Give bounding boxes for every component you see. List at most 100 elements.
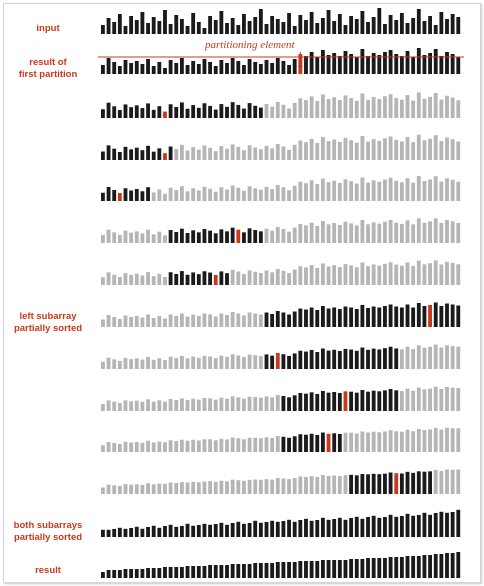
first-partition-bar-62 — [450, 54, 455, 74]
step-10-bar-15 — [185, 482, 190, 494]
both-subarrays-bar-1 — [106, 529, 111, 537]
step-9-bar-42 — [337, 434, 342, 452]
step-7-bar-23 — [230, 354, 235, 369]
step-3-bar-37 — [309, 180, 314, 201]
step-6-bar-20 — [213, 316, 218, 327]
step-4-bar-32 — [281, 229, 286, 243]
step-10-bar-50 — [383, 473, 387, 494]
step-2-bar-50 — [383, 138, 387, 160]
input-bar-61 — [445, 19, 449, 34]
first-partition-bar-17 — [196, 64, 201, 74]
step-4-bar-6 — [134, 231, 139, 243]
step-2-bar-48 — [371, 139, 376, 160]
input-bar-16 — [191, 13, 196, 34]
label-input: input — [36, 23, 60, 34]
step-2-bar-17 — [196, 149, 201, 160]
input-bar-39 — [320, 18, 325, 34]
step-2-bar-8 — [146, 145, 150, 160]
step-8-bar-3 — [117, 403, 122, 411]
step-9-bar-25 — [242, 439, 246, 452]
step-10-bar-60 — [439, 471, 444, 494]
step-9-bar-13 — [174, 441, 179, 452]
input-bar-50 — [383, 24, 387, 34]
step-9-bar-10 — [157, 441, 162, 452]
step-2-bar-18 — [202, 145, 207, 160]
step-9-bar-61 — [445, 427, 449, 452]
result-bar-9 — [151, 568, 156, 578]
step-1-bar-27 — [253, 105, 258, 118]
step-8-bar-15 — [185, 400, 190, 411]
step-6-bar-54 — [405, 304, 410, 327]
step-2-bar-21 — [219, 146, 224, 160]
step-1-bar-11 — [163, 111, 167, 118]
step-7-bar-47 — [366, 349, 370, 369]
first-partition-bar-60 — [439, 56, 444, 74]
step-10-bar-58 — [428, 471, 432, 494]
both-subarrays-bar-24 — [236, 521, 241, 537]
step-5-bar-24 — [236, 271, 241, 285]
input-bar-25 — [242, 14, 246, 34]
step-4-bar-39 — [320, 221, 325, 243]
step-8-bar-10 — [157, 400, 162, 411]
step-5-bar-13 — [174, 274, 179, 285]
step-6-bar-8 — [146, 314, 150, 327]
input-bar-8 — [146, 23, 150, 34]
step-4-bar-56 — [416, 218, 421, 243]
step-2-bar-25 — [242, 150, 246, 160]
step-2-bar-15 — [185, 150, 190, 160]
result-bar-24 — [236, 564, 241, 578]
step-9-bar-58 — [428, 429, 432, 452]
step-6-bar-22 — [225, 315, 229, 327]
step-3-bar-23 — [230, 185, 235, 201]
input-bar-18 — [202, 28, 207, 34]
step-3-bar-9 — [151, 192, 156, 201]
step-5-bar-26 — [247, 270, 252, 285]
step-8-bar-21 — [219, 397, 224, 411]
step-5-bar-12 — [168, 272, 173, 285]
step-2-bar-51 — [388, 136, 393, 160]
both-subarrays-bar-2 — [112, 529, 117, 537]
step-7-bar-29 — [264, 354, 269, 369]
both-subarrays-bar-14 — [179, 526, 184, 537]
step-3-bar-3 — [117, 193, 122, 201]
step-7-bar-44 — [349, 349, 354, 369]
step-3-bar-19 — [208, 188, 213, 201]
step-8-bar-0 — [101, 404, 105, 411]
step-10-bar-5 — [129, 484, 134, 494]
input-bar-21 — [219, 11, 224, 34]
step-9-bar-62 — [450, 428, 455, 452]
first-partition-bar-53 — [399, 56, 404, 74]
step-5-bar-11 — [163, 276, 167, 285]
result-bar-32 — [281, 562, 286, 578]
step-8-bar-30 — [270, 397, 275, 411]
step-4-bar-37 — [309, 222, 314, 243]
step-8-bar-27 — [253, 397, 258, 411]
both-subarrays-bar-13 — [174, 526, 179, 537]
both-subarrays-bar-40 — [326, 519, 331, 537]
step-4-bar-36 — [304, 225, 308, 243]
step-5-bar-45 — [354, 267, 359, 285]
step-9-bar-17 — [196, 440, 201, 452]
step-6-bar-33 — [287, 314, 291, 327]
step-7-bar-21 — [219, 355, 224, 369]
step-9-bar-47 — [366, 432, 370, 452]
step-5-bar-53 — [399, 265, 404, 285]
both-subarrays-bar-6 — [134, 526, 139, 537]
step-9-bar-38 — [315, 435, 320, 452]
step-3-bar-35 — [298, 181, 303, 201]
step-7-bar-27 — [253, 355, 258, 369]
result-bar-15 — [185, 566, 190, 578]
step-1-bar-50 — [383, 96, 387, 118]
step-9-bar-60 — [439, 429, 444, 452]
step-10-bar-14 — [179, 482, 184, 494]
step-4-bar-52 — [394, 222, 399, 243]
result-bar-41 — [332, 560, 337, 578]
input-bar-54 — [405, 23, 410, 34]
first-partition-bar-9 — [151, 66, 156, 74]
both-subarrays-bar-20 — [213, 524, 218, 537]
step-8-bar-35 — [298, 393, 303, 411]
first-partition-bar-14 — [179, 58, 184, 74]
result-bar-60 — [439, 554, 444, 578]
step-1-bar-51 — [388, 94, 393, 118]
